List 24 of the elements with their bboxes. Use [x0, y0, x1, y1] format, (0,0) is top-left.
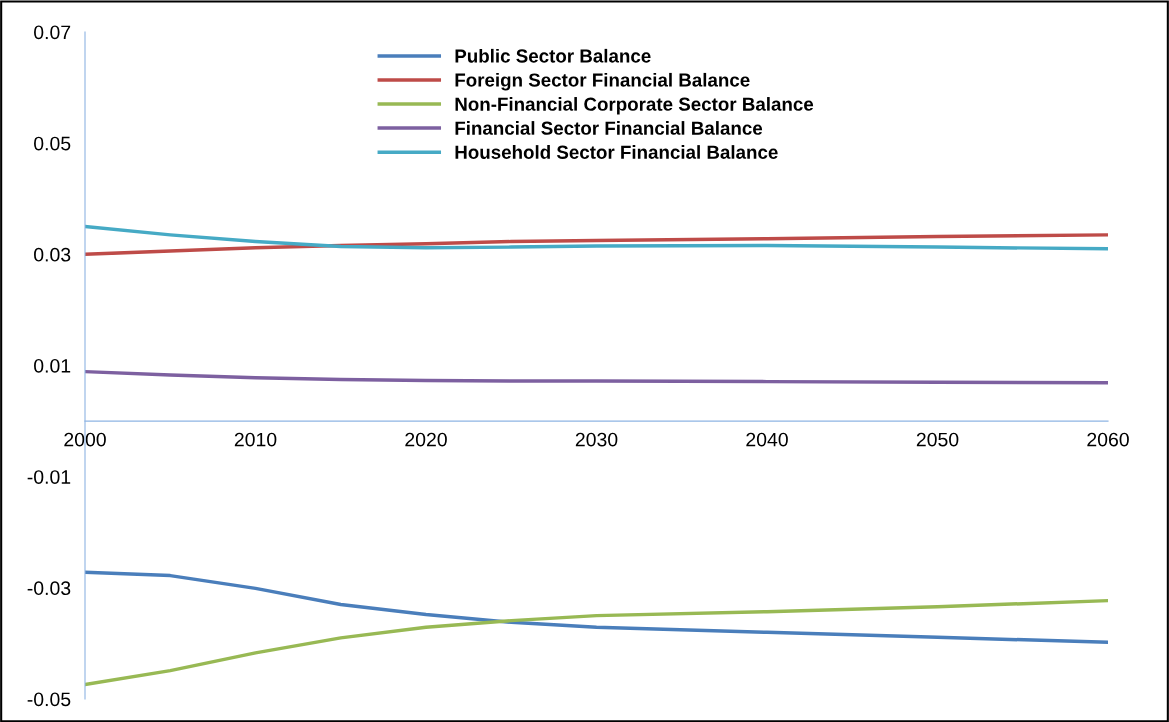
legend-label: Non-Financial Corporate Sector Balance	[455, 97, 814, 115]
legend-label: Financial Sector Financial Balance	[455, 121, 763, 135]
line-series	[85, 369, 1108, 385]
line-series	[85, 224, 1108, 251]
y-tick-label: -0.03	[27, 581, 71, 596]
y-tick-label: -0.01	[27, 470, 71, 484]
line-series	[85, 570, 1108, 645]
y-tick-label: -0.05	[27, 692, 71, 707]
y-tick-label: 0.03	[34, 247, 71, 262]
legend-label: Public Sector Balance	[455, 48, 651, 63]
legend-label: Foreign Sector Financial Balance	[455, 72, 750, 91]
x-tick-label: 2030	[575, 432, 618, 447]
y-tick-label: 0.05	[34, 136, 71, 151]
x-tick-label: 2060	[1087, 432, 1129, 447]
line-series	[85, 598, 1108, 687]
x-tick-label: 2040	[746, 432, 788, 447]
x-tick-label: 2050	[916, 432, 959, 447]
legend-label: Household Sector Financial Balance	[455, 145, 778, 159]
y-tick-label: 0.01	[34, 358, 71, 373]
x-tick-label: 2020	[405, 432, 447, 447]
y-tick-label: 0.07	[34, 25, 71, 40]
x-tick-label: 2010	[234, 432, 277, 447]
x-tick-label: 2000	[64, 432, 106, 447]
line-series	[85, 233, 1108, 257]
